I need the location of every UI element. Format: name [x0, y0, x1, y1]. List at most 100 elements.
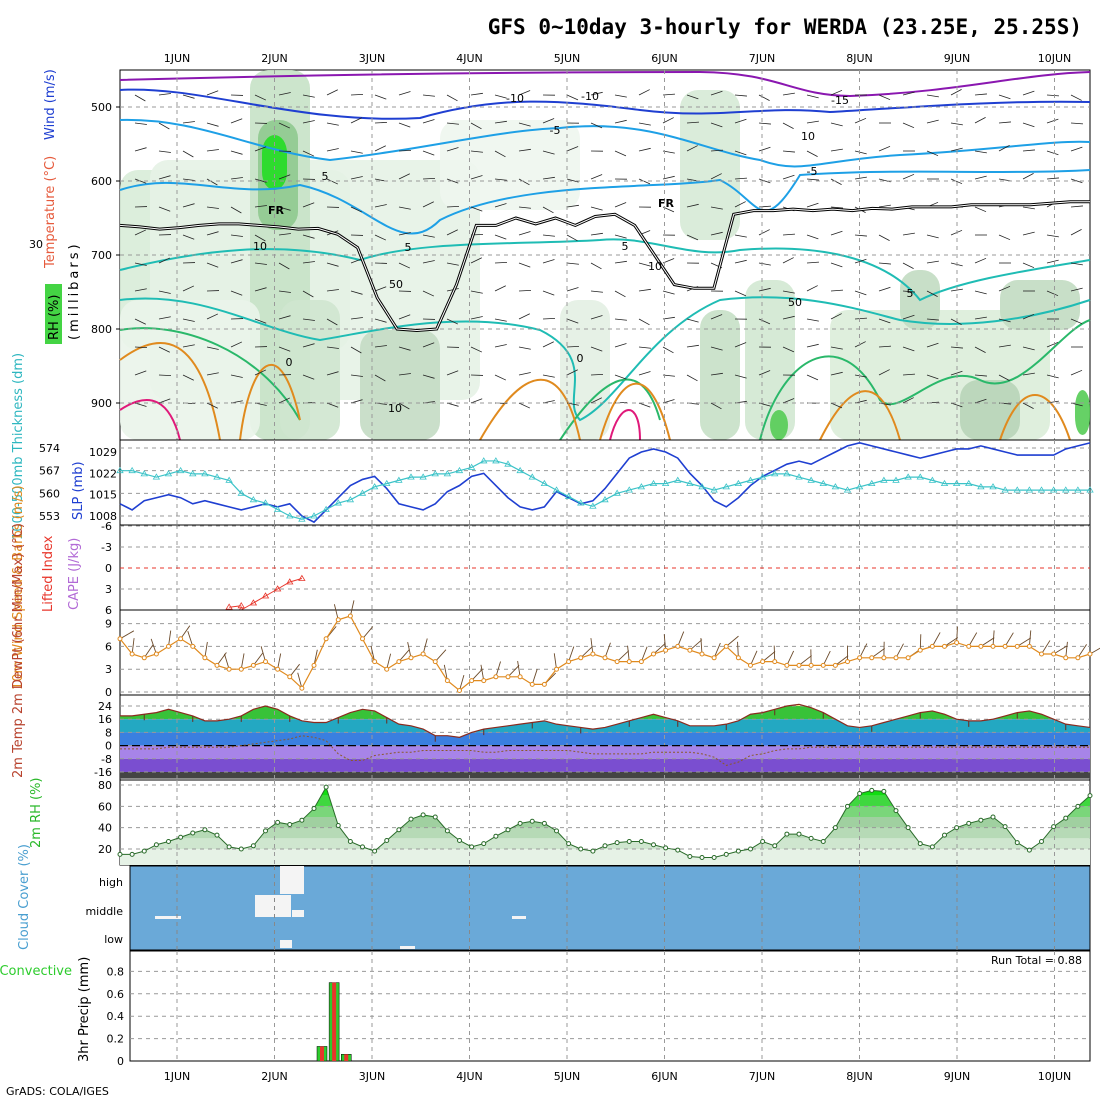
wind-barb — [758, 229, 770, 236]
thickness-point — [661, 479, 670, 487]
temp-tick: 0 — [105, 740, 112, 753]
wind-barb — [398, 314, 411, 320]
li-point — [286, 578, 294, 585]
wind-barb — [206, 178, 218, 186]
date-label-bottom: 1JUN — [164, 1070, 191, 1083]
wind-barb — [902, 232, 915, 236]
thickness-point — [346, 496, 355, 503]
rh-tick: 40 — [98, 822, 112, 835]
date-label-top: 2JUN — [261, 52, 288, 65]
wind-barb — [782, 233, 795, 236]
lifted-index-panel: -6 -3 0 3 6 Lifted Index CAPE (J/kg) — [41, 520, 1091, 617]
wind-barb — [926, 234, 939, 239]
wind-barb — [446, 122, 459, 125]
precip-tick: 0.6 — [107, 988, 125, 1001]
wind-barb — [614, 290, 626, 298]
thickness-point — [795, 473, 803, 480]
wind-barb — [326, 346, 339, 349]
wind-barb — [566, 318, 579, 324]
thickness-point — [273, 505, 282, 512]
temp-line — [120, 703, 1091, 738]
wind-speed-point — [493, 674, 499, 680]
wind-barb — [494, 203, 507, 208]
wind-speed-point — [287, 674, 293, 680]
wind-barb-10m — [443, 664, 448, 681]
wind-barb — [350, 93, 364, 96]
wind-barb — [878, 369, 890, 376]
wind-barb — [710, 206, 723, 210]
wind-speed-point — [820, 662, 826, 668]
thickness-line — [120, 460, 1090, 520]
wind-speed-point — [360, 636, 365, 642]
wind-speed-point — [178, 636, 184, 642]
wind-speed-point — [929, 643, 935, 649]
wind-barb — [1070, 178, 1083, 184]
wind-speed-point — [469, 678, 475, 684]
rh-patch — [770, 410, 788, 440]
wind-barb — [398, 402, 410, 410]
wind-barb — [590, 397, 602, 404]
wind-barb — [734, 259, 747, 264]
thickness-point — [298, 515, 306, 522]
wind-barb — [374, 94, 387, 100]
wind-barb — [974, 206, 987, 213]
rh-point — [1039, 839, 1044, 845]
wind-barb — [998, 121, 1011, 124]
wind-barb-10m — [422, 638, 428, 655]
temp-tick: 24 — [98, 700, 112, 713]
wind-speed-point — [566, 659, 572, 665]
wind-speed-point — [190, 643, 196, 649]
wind-barb — [758, 205, 771, 208]
wind-barbs-10m — [119, 600, 1100, 691]
wind-barb — [134, 318, 146, 325]
wind-barb — [518, 148, 531, 152]
wind-barb — [1022, 346, 1035, 351]
rh-point — [590, 848, 596, 854]
temperature-contour — [119, 341, 1071, 441]
wind-barb — [974, 150, 987, 154]
wind-speed-point — [772, 659, 778, 665]
wind-barb — [878, 286, 891, 292]
rh-point — [1051, 824, 1057, 830]
wind-barb — [374, 374, 386, 382]
wind-barb — [926, 150, 939, 157]
rh-point — [153, 842, 159, 848]
rh-patch — [440, 120, 580, 210]
wind-barb — [518, 313, 530, 320]
thickness-point — [310, 512, 318, 519]
rh-patch — [262, 135, 287, 190]
wind-barb-10m — [333, 604, 339, 620]
thickness-point — [1025, 486, 1034, 493]
wind-speed-point — [966, 643, 972, 649]
wind-barb — [590, 262, 602, 270]
wind-barb — [1022, 313, 1035, 320]
precip-bars — [316, 982, 352, 1062]
wind-barb — [542, 176, 555, 180]
wind-speed-point — [808, 662, 814, 668]
wind-barb — [158, 374, 172, 377]
rh-point — [796, 831, 802, 837]
contour-label: 50 — [389, 278, 403, 291]
thickness-point — [771, 470, 779, 477]
wind-barb — [1022, 262, 1035, 269]
wind-speed-point — [299, 685, 305, 691]
wind-barb — [1022, 231, 1035, 236]
wind-barb-10m — [1004, 632, 1014, 647]
wind-barb-10m — [968, 632, 978, 647]
wind-barb-10m — [1089, 647, 1100, 655]
wind-barb — [998, 374, 1010, 381]
wind-barb — [854, 258, 867, 264]
wind-barb — [806, 120, 819, 124]
wind-barb-10m — [773, 645, 776, 662]
wind-barb — [446, 262, 459, 266]
wind-barb — [422, 150, 435, 156]
wind-barb — [398, 173, 410, 180]
wind-barb — [974, 93, 987, 96]
chart-title: GFS 0~10day 3-hourly for WERDA (23.25E, … — [488, 15, 1082, 39]
precip-grid — [130, 951, 1090, 1061]
wind-speed-point — [602, 655, 608, 661]
wind-barb — [134, 147, 147, 152]
thickness-point — [1062, 486, 1070, 493]
wind-barb — [206, 206, 219, 209]
wind-barb — [182, 285, 195, 292]
